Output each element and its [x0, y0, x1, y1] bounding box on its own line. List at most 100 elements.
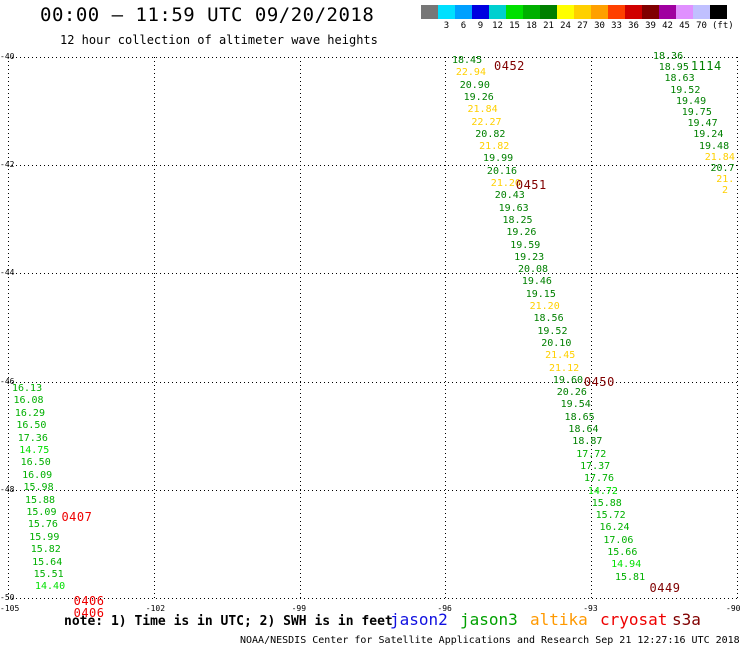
scale-swatch — [574, 5, 591, 19]
wave-height-value: 21.84 — [467, 104, 498, 116]
wave-height-value: 18.65 — [564, 411, 595, 423]
scale-label: 36 — [628, 21, 639, 31]
wave-height-value: 19.49 — [676, 95, 707, 107]
wave-height-value: 21.20 — [529, 301, 560, 312]
wave-height-value: 18.64 — [568, 424, 599, 435]
wave-height-value: 19.26 — [506, 227, 537, 239]
wave-height-value: 21.45 — [545, 350, 576, 362]
wave-height-value: 15.81 — [615, 571, 646, 583]
scale-swatch — [693, 5, 710, 19]
wave-height-value: 15.66 — [607, 547, 638, 558]
longitude-label: -99 — [291, 604, 307, 613]
wave-height-value: 18.63 — [664, 73, 695, 85]
scale-label: 33 — [611, 21, 622, 31]
wave-height-value: 15.72 — [595, 510, 626, 522]
wave-height-value: 14.40 — [35, 581, 66, 593]
scale-label: 45 — [679, 21, 690, 31]
wave-height-value: 17.72 — [576, 448, 607, 460]
wave-height-value: 20.82 — [475, 128, 506, 140]
wave-height-value: 19.52 — [537, 325, 568, 337]
color-scale — [421, 5, 727, 19]
scale-swatch — [625, 5, 642, 19]
satellite-legend-item: jason2 — [390, 610, 448, 629]
wave-height-value: 19.46 — [521, 276, 552, 288]
longitude-label: -96 — [437, 604, 452, 613]
wave-height-value: 19.54 — [560, 399, 591, 411]
wave-height-value: 22.27 — [471, 116, 502, 128]
satellite-legend-item: s3a — [672, 610, 701, 629]
pass-time-label: 0407 — [61, 510, 93, 525]
scale-swatch — [438, 5, 455, 19]
pass-time-label: 0406 — [73, 606, 105, 621]
wave-height-value: 14.94 — [611, 559, 642, 571]
wave-height-value: 19.60 — [552, 374, 583, 386]
satellite-legend-item: jason3 — [460, 610, 518, 629]
scale-label: 21 — [543, 21, 554, 31]
wave-height-value: 20.08 — [517, 264, 549, 276]
wave-height-value: 20.7 — [710, 163, 735, 174]
wave-height-value: 19.63 — [498, 202, 529, 214]
wave-height-value: 18.87 — [572, 436, 603, 448]
pass-time-label: 0451 — [515, 177, 547, 192]
latitude-label: -40 — [0, 52, 15, 61]
scale-swatch — [540, 5, 557, 19]
wave-height-value: 19.99 — [483, 153, 514, 165]
latitude-label: -48 — [0, 484, 15, 494]
wave-height-value: 20.16 — [486, 165, 518, 177]
wave-height-value: 15.99 — [29, 531, 60, 543]
page-subtitle: 12 hour collection of altimeter wave hei… — [60, 33, 378, 47]
scale-swatch — [472, 5, 489, 19]
scale-swatch — [642, 5, 659, 19]
wave-height-value: 15.64 — [32, 556, 63, 568]
latitude-label: -46 — [0, 376, 15, 386]
wave-height-value: 15.88 — [591, 497, 622, 509]
wave-height-value: 17.36 — [17, 432, 48, 444]
scale-label: 70 — [696, 21, 707, 31]
wave-height-value: 22.94 — [455, 67, 486, 79]
scale-label: 24 — [560, 21, 571, 31]
scale-swatch — [489, 5, 506, 19]
wave-height-value: 19.75 — [681, 107, 712, 118]
scale-label: 12 — [492, 21, 503, 31]
scale-swatch — [557, 5, 574, 19]
wave-height-value: 20.10 — [541, 337, 572, 349]
wave-height-value: 19.47 — [687, 118, 718, 130]
wave-height-value: 15.76 — [27, 519, 58, 531]
pass-time-label: 0449 — [649, 580, 681, 595]
scale-swatch — [523, 5, 540, 19]
wave-height-value: 15.51 — [33, 569, 64, 580]
pass-time-label: 0450 — [583, 375, 615, 390]
wave-height-value: 21.82 — [479, 141, 510, 153]
scale-label: 18 — [526, 21, 537, 31]
longitude-label: -105 — [0, 604, 20, 613]
wave-height-value: 18.56 — [533, 313, 564, 325]
wave-height-value: 21.12 — [549, 362, 580, 374]
wave-height-value: 14.75 — [19, 445, 50, 456]
wave-height-value: 19.26 — [463, 91, 494, 103]
wave-height-value: 19.59 — [510, 239, 541, 251]
scale-swatch — [676, 5, 693, 19]
scale-label: 39 — [645, 21, 656, 31]
wave-height-value: 16.29 — [14, 407, 45, 419]
wave-height-value: 19.52 — [670, 84, 701, 96]
wave-height-value: 16.08 — [13, 395, 44, 407]
scale-swatch — [455, 5, 472, 19]
wave-height-value: 16.09 — [22, 469, 53, 481]
wave-height-value: 17.37 — [580, 460, 611, 472]
wave-height-value: 18.45 — [452, 55, 483, 66]
wave-height-value: 17.76 — [583, 473, 615, 485]
wave-height-value: 16.13 — [12, 383, 43, 394]
scale-label: 27 — [577, 21, 588, 31]
wave-height-value: 19.24 — [693, 129, 724, 141]
wave-height-value: 20.26 — [556, 387, 587, 399]
wave-height-value: 14.72 — [587, 485, 618, 497]
latitude-label: -44 — [0, 268, 15, 278]
wave-height-value: 16.50 — [20, 457, 51, 469]
latitude-label: -50 — [0, 593, 15, 602]
wave-height-value: 15.98 — [23, 482, 54, 494]
scale-swatch — [421, 5, 438, 19]
longitude-label: -90 — [726, 604, 740, 613]
scale-swatch — [591, 5, 608, 19]
